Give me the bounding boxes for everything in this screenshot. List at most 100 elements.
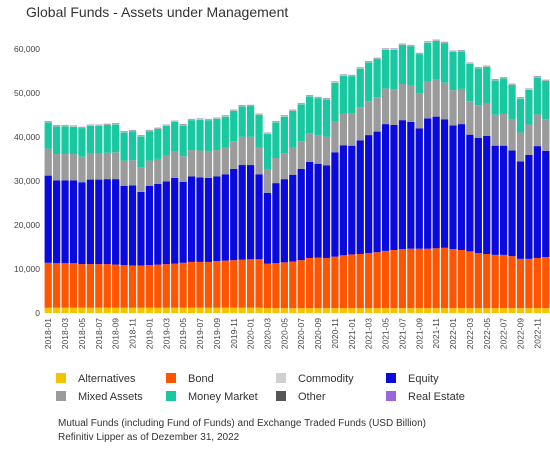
bar-segment-alternatives — [474, 308, 482, 313]
bar-segment-alternatives — [415, 308, 423, 313]
x-tick-label: 2021-11 — [431, 318, 441, 349]
footnote-source: Refinitiv Lipper as of Dezember 31, 2022 — [58, 432, 240, 443]
bar-segment-mixed-assets — [69, 154, 78, 181]
bar-segment-bond — [280, 262, 288, 309]
bar-segment-bond — [95, 264, 103, 308]
bar-segment-equity — [381, 124, 390, 251]
bar-segment-alternatives — [533, 308, 541, 313]
bar-segment-commodity — [230, 110, 238, 111]
legend-item-money-market: Money Market — [166, 390, 258, 404]
bar-segment-equity — [306, 161, 314, 258]
bar-segment-commodity — [348, 75, 356, 77]
bar-segment-bond — [348, 254, 356, 309]
x-tick-label: 2018-07 — [94, 318, 104, 349]
bar-segment-alternatives — [339, 308, 348, 313]
bar-segment-bond — [339, 255, 348, 309]
bar-segment-commodity — [516, 97, 525, 99]
bar-segment-mixed-assets — [533, 114, 541, 147]
bar-segment-mixed-assets — [196, 150, 204, 178]
bar-segment-money-market — [542, 80, 550, 120]
bar-segment-money-market — [466, 63, 474, 102]
bar-segment-money-market — [297, 104, 305, 142]
bar-segment-commodity — [187, 119, 196, 121]
bar-segment-money-market — [525, 89, 533, 125]
bar-segment-equity — [424, 118, 432, 249]
chart-title: Global Funds - Assets under Management — [26, 4, 289, 20]
bar-segment-money-market — [365, 62, 373, 102]
bar-segment-commodity — [415, 53, 423, 55]
bar-segment-commodity — [483, 66, 491, 67]
bar-segment-alternatives — [137, 307, 145, 313]
bar-segment-mixed-assets — [348, 113, 356, 146]
bar-segment-alternatives — [390, 308, 398, 313]
bar-segment-equity — [297, 169, 305, 261]
legend-swatch — [386, 373, 396, 383]
bar-segment-alternatives — [373, 308, 381, 313]
bar-segment-alternatives — [196, 307, 204, 313]
bar-segment-money-market — [272, 122, 280, 159]
bar-segment-money-market — [196, 119, 204, 151]
bar-segment-money-market — [474, 68, 482, 106]
bar-segment-equity — [533, 146, 541, 258]
bar-segment-money-market — [499, 78, 508, 114]
bar-segment-bond — [263, 263, 272, 309]
bar-segment-alternatives — [86, 307, 95, 313]
bar-segment-alternatives — [120, 307, 128, 313]
bar-segment-bond — [128, 265, 137, 308]
bar-segment-money-market — [407, 46, 415, 86]
bar-segment-bond — [398, 249, 407, 309]
x-tick-label: 2022-09 — [515, 318, 525, 349]
bar-segment-money-market — [53, 126, 61, 155]
bar-segment-money-market — [255, 114, 263, 148]
bar-segment-equity — [415, 128, 423, 249]
bar-segment-alternatives — [145, 307, 154, 313]
bar-segment-mixed-assets — [289, 147, 297, 175]
bar-segment-alternatives — [128, 307, 137, 313]
bar-segment-bond — [196, 261, 204, 308]
x-tick-label: 2019-05 — [178, 318, 188, 349]
bar-segment-mixed-assets — [128, 160, 137, 186]
bar-segment-money-market — [171, 121, 179, 152]
bar-segment-commodity — [390, 49, 398, 50]
bar-segment-bond — [373, 252, 381, 309]
bar-segment-money-market — [263, 133, 272, 170]
bar-segment-money-market — [306, 96, 314, 134]
bar-segment-equity — [314, 163, 322, 258]
bar-segment-bond — [221, 260, 229, 308]
bar-segment-mixed-assets — [280, 153, 288, 180]
bar-segment-commodity — [204, 119, 213, 121]
y-tick-label: 60,000 — [14, 44, 40, 54]
bar-segment-commodity — [69, 126, 78, 127]
bar-segment-alternatives — [103, 307, 111, 313]
bar-segment-equity — [280, 179, 288, 263]
bar-segment-alternatives — [483, 308, 491, 313]
legend-swatch — [276, 391, 286, 401]
bar-segment-bond — [86, 264, 95, 308]
x-tick-label: 2020-05 — [279, 318, 289, 349]
x-tick-label: 2021-05 — [381, 318, 391, 349]
bar-segment-mixed-assets — [230, 141, 238, 170]
bar-segment-equity — [128, 185, 137, 266]
bar-segment-equity — [356, 140, 364, 254]
bar-segment-commodity — [440, 42, 449, 44]
bar-segment-alternatives — [162, 307, 170, 313]
bar-segment-alternatives — [263, 308, 272, 313]
legend-label: Alternatives — [78, 373, 136, 385]
bar-segment-alternatives — [356, 308, 364, 313]
bar-segment-commodity — [221, 115, 229, 117]
bar-segment-mixed-assets — [221, 147, 229, 175]
bar-segment-equity — [407, 121, 415, 249]
bar-segment-money-market — [491, 80, 499, 115]
bar-segment-money-market — [246, 106, 255, 137]
bar-segment-bond — [44, 262, 52, 308]
x-tick-label: 2018-11 — [128, 318, 138, 349]
bar-segment-commodity — [289, 110, 297, 111]
bar-segment-money-market — [373, 58, 381, 98]
y-tick-label: 0 — [35, 308, 40, 318]
bar-segment-mixed-assets — [86, 153, 95, 180]
bar-segment-alternatives — [499, 308, 508, 313]
x-tick-label: 2020-09 — [313, 318, 323, 349]
bar-segment-alternatives — [289, 308, 297, 313]
legend-item-commodity: Commodity — [276, 372, 354, 386]
bar-segment-alternatives — [187, 307, 196, 313]
